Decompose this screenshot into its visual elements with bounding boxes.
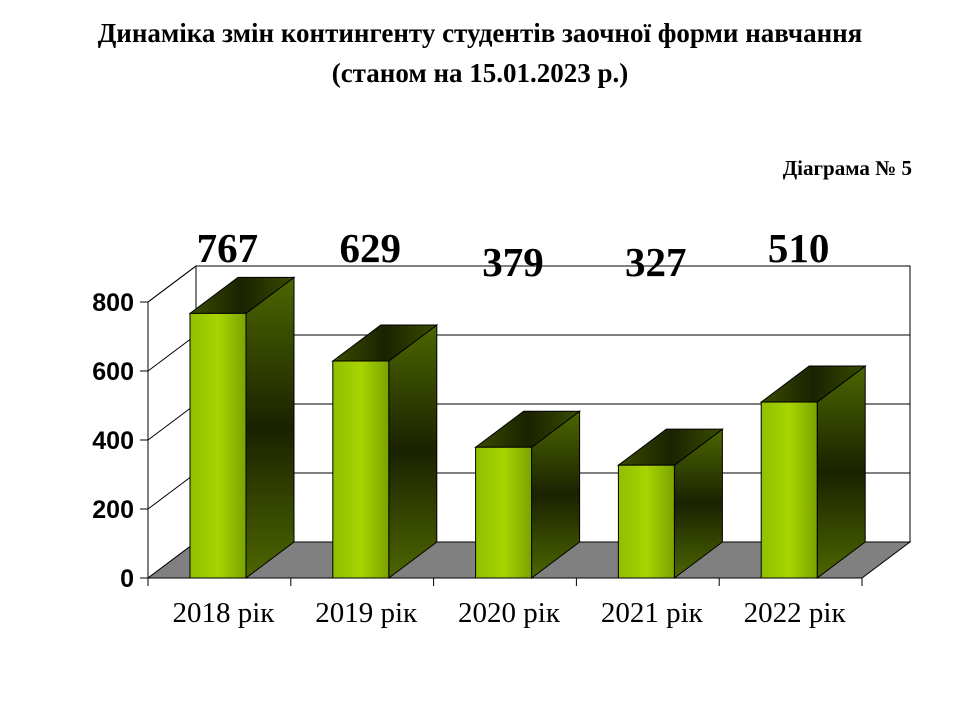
data-label: 379 [482,239,544,285]
y-tick-label: 400 [92,427,134,455]
data-label: 767 [197,225,259,271]
bar [475,446,533,579]
diagram-number: Діаграма № 5 [782,156,912,180]
bar [332,360,390,579]
x-tick-label: 2020 рік [458,597,561,629]
bar-side [816,365,866,579]
bar [189,312,247,579]
y-tick-label: 800 [92,289,134,317]
x-tick-label: 2019 рік [315,597,418,629]
gridline [147,265,910,303]
data-label: 327 [625,239,687,285]
chart-title: Динаміка змін контингенту студентів заоч… [97,18,863,48]
x-tick-label: 2022 рік [744,597,847,629]
data-label: 629 [339,225,401,271]
y-tick-label: 600 [92,358,134,386]
chart-subtitle: (станом на 15.01.2023 р.) [331,58,629,88]
bar [617,464,675,579]
bar-side [245,276,295,579]
bar [760,401,818,579]
data-label: 510 [768,225,830,271]
x-tick-label: 2021 рік [601,597,704,629]
y-tick-label: 0 [120,565,134,593]
y-tick-label: 200 [92,496,134,524]
x-tick-label: 2018 рік [172,597,275,629]
bar-side [388,323,438,579]
